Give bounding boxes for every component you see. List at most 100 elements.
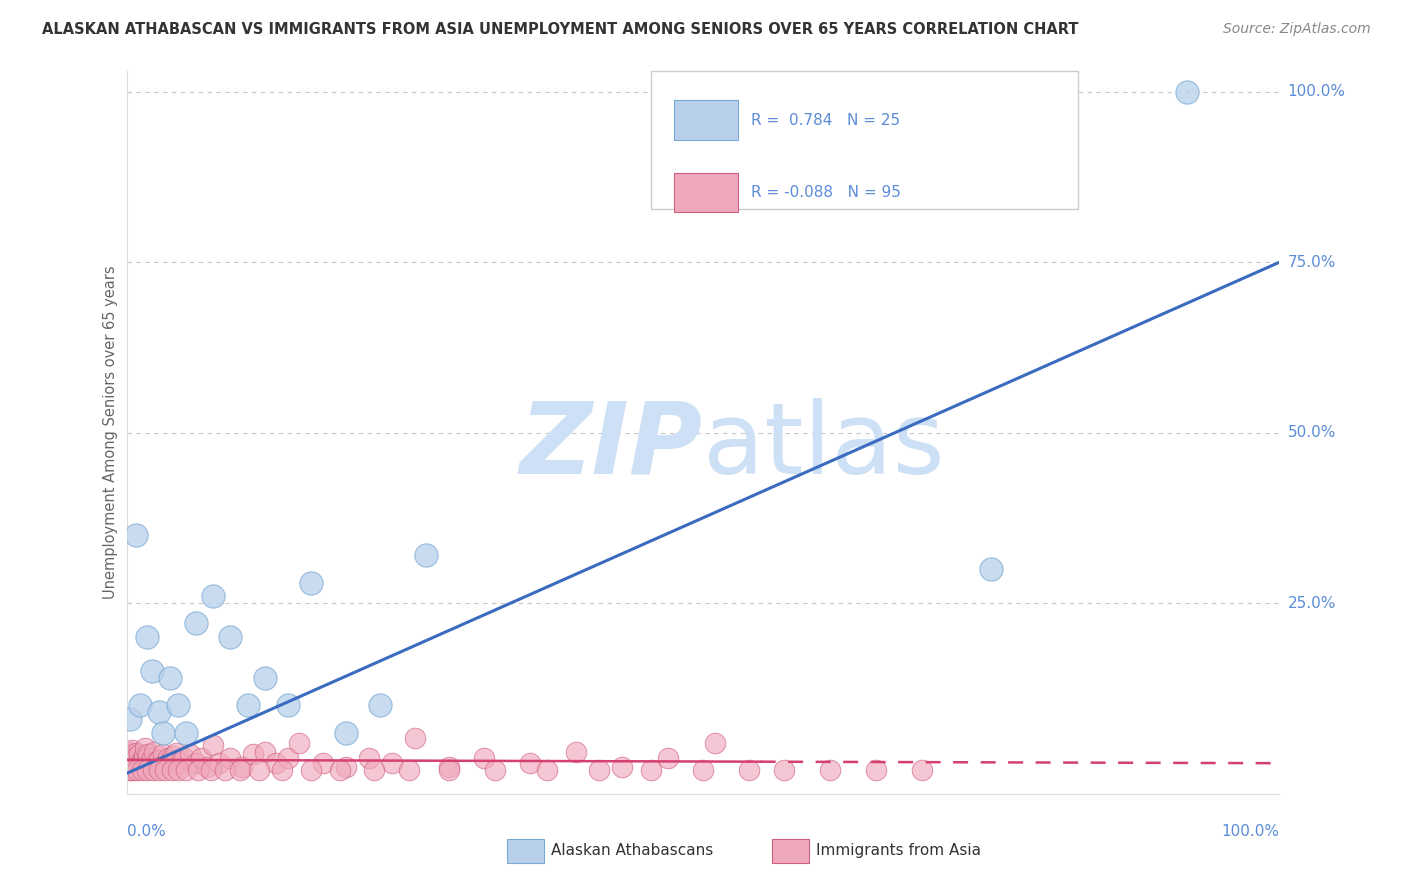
Point: [363, 763, 385, 777]
Point: [173, 751, 195, 765]
Point: [132, 749, 155, 764]
Point: [120, 763, 142, 777]
Point: [612, 759, 634, 773]
Point: [381, 756, 404, 771]
Text: Source: ZipAtlas.com: Source: ZipAtlas.com: [1223, 22, 1371, 37]
Point: [118, 758, 141, 772]
Point: [176, 763, 198, 777]
Point: [247, 763, 270, 777]
Point: [271, 763, 294, 777]
Point: [299, 763, 322, 777]
Point: [565, 745, 588, 759]
Point: [129, 758, 152, 772]
Text: atlas: atlas: [703, 398, 945, 495]
Text: ZIP: ZIP: [520, 398, 703, 495]
Point: [253, 745, 276, 759]
Point: [219, 751, 242, 765]
Point: [121, 759, 143, 773]
Point: [738, 763, 761, 777]
Point: [162, 749, 184, 764]
Point: [536, 763, 558, 777]
Point: [136, 763, 159, 777]
Point: [219, 630, 242, 644]
FancyBboxPatch shape: [651, 71, 1078, 209]
Text: Alaskan Athabascans: Alaskan Athabascans: [551, 844, 713, 858]
Point: [165, 746, 187, 760]
Point: [357, 751, 380, 765]
Point: [122, 751, 145, 765]
Point: [159, 671, 181, 685]
Point: [202, 738, 225, 752]
Text: Immigrants from Asia: Immigrants from Asia: [815, 844, 981, 858]
Point: [153, 763, 176, 777]
Point: [127, 756, 149, 771]
Point: [138, 747, 160, 762]
Point: [288, 736, 311, 750]
Point: [266, 756, 288, 771]
Point: [131, 754, 153, 768]
Point: [118, 712, 141, 726]
Point: [179, 747, 201, 762]
Point: [138, 756, 160, 771]
Point: [167, 698, 190, 713]
Text: 100.0%: 100.0%: [1222, 824, 1279, 839]
Point: [299, 575, 322, 590]
Bar: [508, 839, 544, 863]
Point: [148, 763, 170, 777]
Bar: [675, 172, 738, 212]
Point: [703, 736, 725, 750]
Point: [184, 616, 207, 631]
Point: [129, 698, 152, 713]
Point: [159, 754, 181, 768]
Point: [155, 756, 177, 771]
Point: [125, 528, 148, 542]
Point: [135, 759, 157, 773]
Point: [818, 763, 841, 777]
Point: [214, 763, 236, 777]
Point: [208, 756, 231, 771]
Text: 50.0%: 50.0%: [1288, 425, 1336, 440]
Point: [118, 753, 141, 767]
Point: [169, 756, 191, 771]
Point: [335, 725, 357, 739]
Point: [148, 705, 170, 719]
Text: 0.0%: 0.0%: [127, 824, 166, 839]
Point: [1175, 85, 1198, 99]
Point: [329, 763, 352, 777]
Point: [122, 763, 145, 777]
Point: [128, 747, 150, 762]
Text: 25.0%: 25.0%: [1288, 596, 1336, 610]
Text: 100.0%: 100.0%: [1288, 85, 1346, 99]
Point: [772, 763, 794, 777]
Y-axis label: Unemployment Among Seniors over 65 years: Unemployment Among Seniors over 65 years: [103, 266, 118, 599]
Point: [176, 725, 198, 739]
Point: [121, 742, 143, 756]
Point: [136, 751, 159, 765]
Point: [120, 756, 142, 771]
Point: [472, 751, 495, 765]
Point: [228, 763, 250, 777]
Point: [911, 763, 934, 777]
Bar: [772, 839, 808, 863]
Point: [980, 562, 1002, 576]
Point: [142, 763, 165, 777]
Point: [120, 747, 142, 762]
Point: [187, 763, 209, 777]
Point: [167, 763, 190, 777]
Point: [118, 763, 141, 777]
Point: [311, 756, 333, 771]
Point: [160, 763, 183, 777]
Point: [253, 671, 276, 685]
Point: [184, 756, 207, 771]
Point: [131, 753, 153, 767]
Point: [117, 749, 139, 764]
Point: [134, 740, 156, 755]
Text: R =  0.784   N = 25: R = 0.784 N = 25: [751, 112, 901, 128]
Point: [242, 747, 264, 762]
Point: [415, 549, 437, 563]
Point: [145, 754, 167, 768]
Point: [150, 758, 173, 772]
Point: [519, 756, 541, 771]
Point: [141, 664, 163, 678]
Point: [195, 759, 218, 773]
